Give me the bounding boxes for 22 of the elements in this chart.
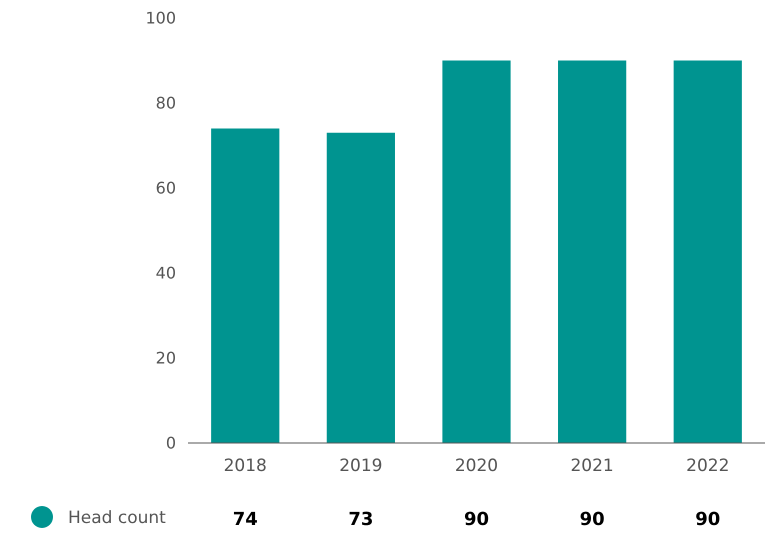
x-tick-label: 2020 — [454, 456, 498, 476]
data-label: 90 — [695, 509, 720, 530]
x-tick-label: 2019 — [339, 456, 382, 476]
x-tick-label: 2022 — [686, 456, 730, 476]
y-tick-label: 60 — [156, 178, 176, 198]
bar — [211, 128, 280, 443]
data-label: 74 — [232, 509, 258, 530]
bar — [674, 60, 742, 443]
y-tick-label: 20 — [156, 348, 176, 368]
data-label: 73 — [348, 509, 374, 530]
data-label: 90 — [464, 509, 490, 530]
x-tick-label: 2018 — [224, 456, 267, 476]
data-label: 90 — [580, 509, 605, 530]
x-tick-label: 2021 — [570, 456, 614, 476]
legend-label: Head count — [68, 508, 166, 528]
bar — [442, 60, 511, 443]
y-tick-label: 40 — [156, 264, 176, 283]
bar — [558, 60, 626, 443]
y-tick-label: 0 — [166, 434, 176, 453]
y-tick-label: 100 — [145, 8, 176, 28]
bar — [326, 132, 395, 443]
y-tick-label: 80 — [156, 94, 176, 113]
